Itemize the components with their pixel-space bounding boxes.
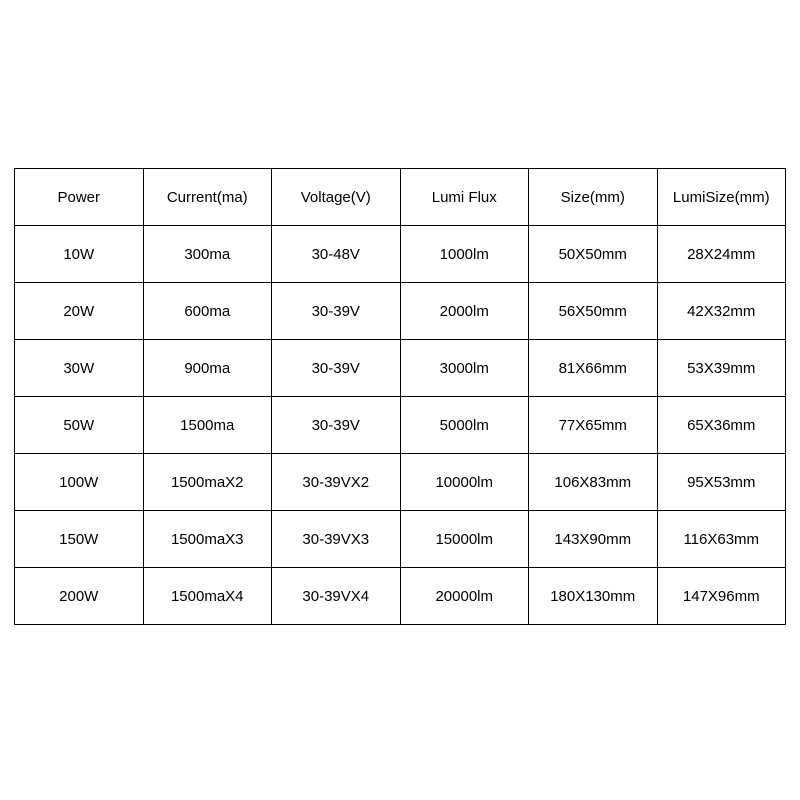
col-header-voltage: Voltage(V): [272, 169, 401, 226]
cell-voltage: 30-48V: [272, 226, 401, 283]
cell-lumiflux: 5000lm: [400, 397, 529, 454]
cell-current: 900ma: [143, 340, 272, 397]
cell-lumisize: 95X53mm: [657, 454, 786, 511]
col-header-size: Size(mm): [529, 169, 658, 226]
page-container: Power Current(ma) Voltage(V) Lumi Flux S…: [0, 0, 800, 800]
table-row: 200W 1500maX4 30-39VX4 20000lm 180X130mm…: [15, 568, 786, 625]
cell-size: 56X50mm: [529, 283, 658, 340]
cell-size: 50X50mm: [529, 226, 658, 283]
cell-power: 30W: [15, 340, 144, 397]
cell-lumiflux: 3000lm: [400, 340, 529, 397]
cell-current: 1500maX4: [143, 568, 272, 625]
cell-size: 143X90mm: [529, 511, 658, 568]
cell-lumisize: 147X96mm: [657, 568, 786, 625]
cell-voltage: 30-39V: [272, 283, 401, 340]
col-header-lumisize: LumiSize(mm): [657, 169, 786, 226]
table-row: 50W 1500ma 30-39V 5000lm 77X65mm 65X36mm: [15, 397, 786, 454]
cell-power: 150W: [15, 511, 144, 568]
table-row: 20W 600ma 30-39V 2000lm 56X50mm 42X32mm: [15, 283, 786, 340]
cell-size: 77X65mm: [529, 397, 658, 454]
cell-lumisize: 53X39mm: [657, 340, 786, 397]
cell-lumiflux: 15000lm: [400, 511, 529, 568]
table-header-row: Power Current(ma) Voltage(V) Lumi Flux S…: [15, 169, 786, 226]
cell-current: 1500maX3: [143, 511, 272, 568]
cell-voltage: 30-39VX4: [272, 568, 401, 625]
cell-voltage: 30-39V: [272, 397, 401, 454]
cell-lumiflux: 1000lm: [400, 226, 529, 283]
cell-lumisize: 65X36mm: [657, 397, 786, 454]
cell-lumisize: 42X32mm: [657, 283, 786, 340]
cell-current: 1500ma: [143, 397, 272, 454]
cell-power: 10W: [15, 226, 144, 283]
cell-lumiflux: 10000lm: [400, 454, 529, 511]
table-row: 30W 900ma 30-39V 3000lm 81X66mm 53X39mm: [15, 340, 786, 397]
cell-power: 200W: [15, 568, 144, 625]
cell-current: 600ma: [143, 283, 272, 340]
cell-current: 1500maX2: [143, 454, 272, 511]
cell-size: 81X66mm: [529, 340, 658, 397]
spec-table: Power Current(ma) Voltage(V) Lumi Flux S…: [14, 168, 786, 625]
cell-current: 300ma: [143, 226, 272, 283]
cell-lumiflux: 2000lm: [400, 283, 529, 340]
cell-size: 180X130mm: [529, 568, 658, 625]
cell-lumisize: 28X24mm: [657, 226, 786, 283]
cell-voltage: 30-39V: [272, 340, 401, 397]
cell-voltage: 30-39VX3: [272, 511, 401, 568]
cell-power: 100W: [15, 454, 144, 511]
cell-lumiflux: 20000lm: [400, 568, 529, 625]
cell-voltage: 30-39VX2: [272, 454, 401, 511]
col-header-current: Current(ma): [143, 169, 272, 226]
table-row: 150W 1500maX3 30-39VX3 15000lm 143X90mm …: [15, 511, 786, 568]
col-header-power: Power: [15, 169, 144, 226]
table-row: 100W 1500maX2 30-39VX2 10000lm 106X83mm …: [15, 454, 786, 511]
cell-power: 20W: [15, 283, 144, 340]
table-row: 10W 300ma 30-48V 1000lm 50X50mm 28X24mm: [15, 226, 786, 283]
col-header-lumiflux: Lumi Flux: [400, 169, 529, 226]
cell-power: 50W: [15, 397, 144, 454]
cell-size: 106X83mm: [529, 454, 658, 511]
cell-lumisize: 116X63mm: [657, 511, 786, 568]
